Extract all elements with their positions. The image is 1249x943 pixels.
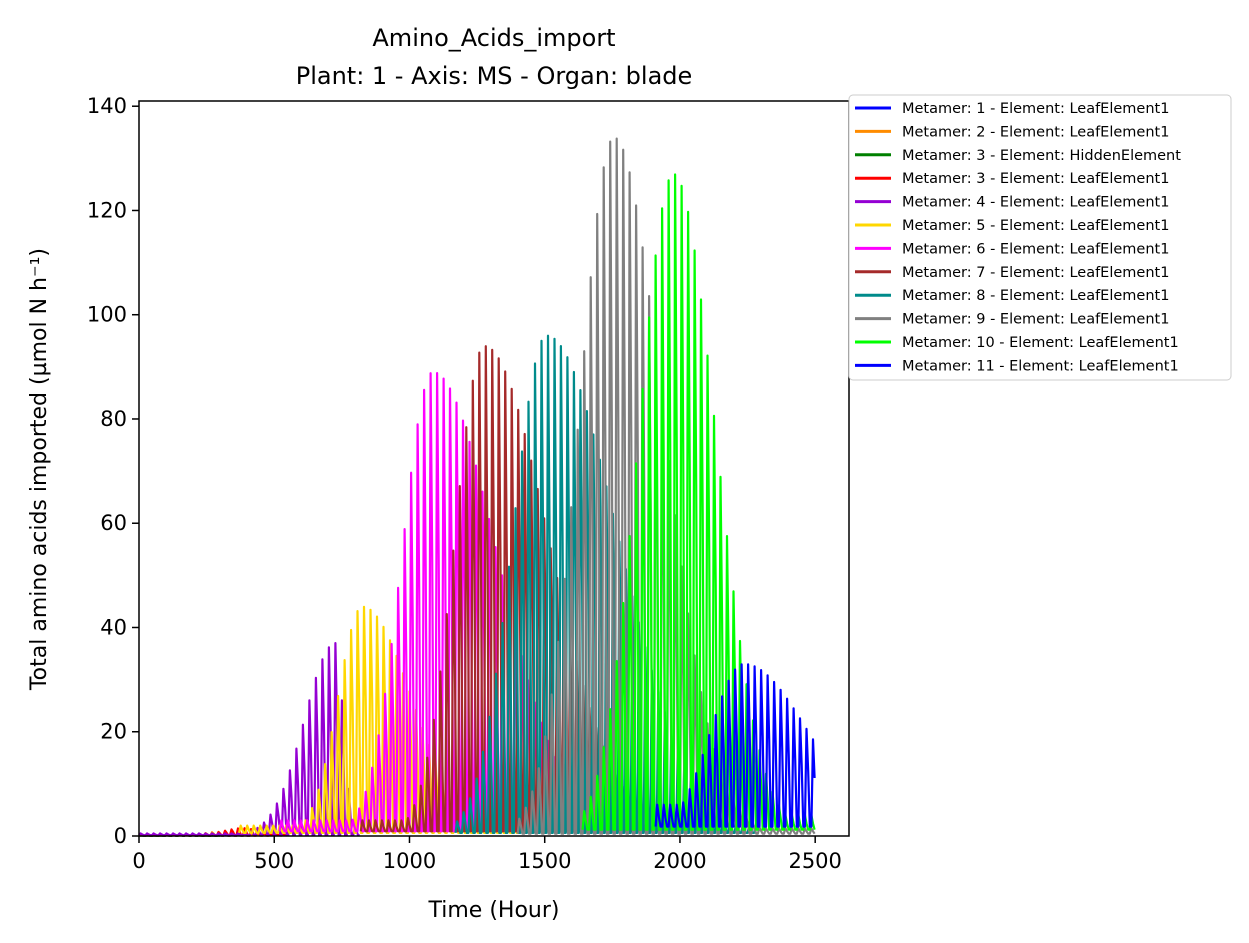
series-layer	[138, 137, 816, 837]
y-axis-label: Total amino acids imported (µmol N h⁻¹)	[27, 248, 52, 691]
chart-subtitle: Plant: 1 - Axis: MS - Organ: blade	[296, 62, 693, 90]
y-tick-label: 40	[100, 615, 127, 639]
x-tick-label: 2500	[788, 849, 841, 873]
legend-label: Metamer: 10 - Element: LeafElement1	[902, 335, 1179, 351]
x-tick-label: 1500	[518, 849, 571, 873]
series-line-5	[138, 642, 360, 837]
series-line-12	[654, 663, 816, 828]
legend-label: Metamer: 8 - Element: LeafElement1	[902, 288, 1169, 304]
legend-label: Metamer: 3 - Element: HiddenElement	[902, 148, 1181, 164]
y-tick-label: 80	[100, 407, 127, 431]
legend-label: Metamer: 11 - Element: LeafElement1	[902, 358, 1179, 374]
y-tick-label: 140	[87, 94, 127, 118]
legend-label: Metamer: 2 - Element: LeafElement1	[902, 124, 1169, 140]
legend-frame	[848, 94, 1232, 381]
y-tick-label: 20	[100, 720, 127, 744]
series-line-11	[581, 173, 816, 831]
y-tick-label: 100	[87, 303, 127, 327]
series-line-10	[516, 137, 816, 835]
plot-frame	[138, 100, 850, 837]
x-axis: 0 500 1000 1500 2000 2500	[132, 836, 842, 873]
legend-label: Metamer: 7 - Element: LeafElement1	[902, 265, 1169, 281]
chart-title: Amino_Acids_import	[372, 24, 615, 52]
y-tick-label: 0	[114, 824, 127, 848]
legend-label: Metamer: 1 - Element: LeafElement1	[902, 101, 1169, 117]
legend-label: Metamer: 4 - Element: LeafElement1	[902, 195, 1169, 211]
x-tick-label: 2000	[653, 849, 706, 873]
legend-label: Metamer: 3 - Element: LeafElement1	[902, 171, 1169, 187]
legend: Metamer: 1 - Element: LeafElement1 Metame…	[848, 94, 1232, 381]
x-tick-label: 500	[254, 849, 294, 873]
legend-items: Metamer: 1 - Element: LeafElement1 Metame…	[855, 101, 1181, 374]
legend-label: Metamer: 6 - Element: LeafElement1	[902, 241, 1169, 257]
x-axis-label: Time (Hour)	[428, 898, 560, 923]
legend-label: Metamer: 9 - Element: LeafElement1	[902, 312, 1169, 328]
y-tick-label: 60	[100, 511, 127, 535]
x-tick-label: 0	[132, 849, 145, 873]
plot-area	[138, 100, 850, 837]
x-tick-label: 1000	[383, 849, 436, 873]
y-axis: 0 20 40 60 80 100 120 140	[87, 94, 139, 848]
y-tick-label: 120	[87, 198, 127, 222]
legend-label: Metamer: 5 - Element: LeafElement1	[902, 218, 1169, 234]
